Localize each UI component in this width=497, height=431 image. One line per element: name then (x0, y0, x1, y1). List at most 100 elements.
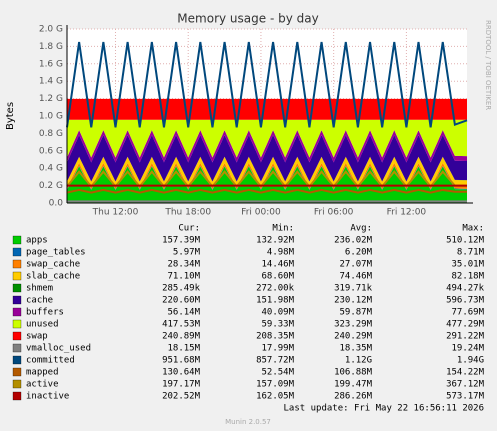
legend-swatch (12, 367, 22, 377)
y-tick-label: 0.0 (49, 199, 64, 209)
area-series (67, 134, 467, 182)
legend-label: shmem (26, 284, 53, 294)
x-tick-label: Thu 12:00 (92, 208, 139, 218)
legend-stat: 857.72M (256, 356, 295, 366)
area-series (67, 156, 467, 188)
legend-stat: 323.29M (334, 320, 373, 330)
legend-stat: 4.98M (267, 248, 295, 258)
legend-stat: 510.12M (446, 236, 485, 246)
chart-title: Memory usage - by day (177, 12, 318, 26)
legend-stat: 59.87M (339, 308, 372, 318)
y-tick-label: 0.4 G (39, 164, 63, 174)
legend-stat: 154.22M (446, 368, 485, 378)
legend-stat: 82.18M (451, 272, 484, 282)
legend-stat: 35.01M (451, 260, 484, 270)
legend-stat: 106.88M (334, 368, 373, 378)
legend-stat: 202.52M (162, 392, 201, 402)
footer: Munin 2.0.57 (225, 418, 271, 426)
area-series (67, 156, 467, 182)
legend-header: Max: (462, 224, 484, 234)
legend-stat: 19.24M (451, 344, 484, 354)
legend-stat: 18.15M (167, 344, 200, 354)
legend-swatch (12, 283, 22, 293)
legend-stat: 28.34M (167, 260, 200, 270)
legend-label: mapped (26, 368, 59, 378)
legend-stat: 197.17M (162, 380, 201, 390)
legend-stat: 77.69M (451, 308, 484, 318)
legend-stat: 40.09M (261, 308, 294, 318)
legend-stat: 236.02M (334, 236, 373, 246)
legend-stat: 59.33M (261, 320, 294, 330)
legend-stat: 1.94G (457, 356, 484, 366)
legend-label: apps (26, 236, 48, 246)
legend-swatch (12, 271, 22, 281)
legend-stat: 573.17M (446, 392, 485, 402)
chart-layer: 0.0 0.2 G 0.4 G 0.6 G 0.8 G 1.0 G 1.2 G 1.4 G 1.… (12, 25, 485, 402)
legend-label: swap (26, 332, 48, 342)
legend-header: Min: (272, 224, 294, 234)
legend-stat: 71.10M (167, 272, 200, 282)
legend-label: unused (26, 320, 59, 330)
legend-swatch (12, 307, 22, 317)
legend-stat: 286.26M (334, 392, 373, 402)
legend-swatch (12, 379, 22, 389)
legend-stat: 319.71k (334, 284, 373, 294)
legend-label: cache (26, 296, 53, 306)
legend-label: active (26, 380, 59, 390)
legend-stat: 285.49k (162, 284, 201, 294)
legend-stat: 596.73M (446, 296, 485, 306)
last-update: Last update: Fri May 22 16:56:11 2026 (284, 404, 484, 414)
legend-header: Avg: (350, 224, 372, 234)
legend-stat: 68.60M (261, 272, 294, 282)
legend-stat: 5.97M (173, 248, 201, 258)
legend-stat: 52.54M (261, 368, 294, 378)
legend-swatch (12, 259, 22, 269)
y-tick-label: 0.6 G (39, 146, 63, 156)
legend-stat: 1.12G (345, 356, 372, 366)
y-tick-label: 1.4 G (39, 77, 63, 87)
line-series (66, 41, 468, 128)
legend-swatch (12, 319, 22, 329)
legend-stat: 8.71M (457, 248, 485, 258)
legend-stat: 18.35M (339, 344, 372, 354)
legend-stat: 240.89M (162, 332, 201, 342)
legend-label: vmalloc_used (26, 344, 91, 354)
area-series (67, 130, 467, 163)
legend-swatch (12, 331, 22, 341)
line-series (66, 170, 468, 189)
legend-stat: 74.46M (339, 272, 372, 282)
legend-swatch (12, 247, 22, 257)
legend-stat: 162.05M (256, 392, 295, 402)
legend-stat: 132.92M (256, 236, 295, 246)
legend-label: committed (26, 356, 75, 366)
legend-swatch (12, 343, 22, 353)
legend-header: Cur: (178, 224, 200, 234)
legend-stat: 27.07M (339, 260, 372, 270)
legend-label: inactive (26, 392, 69, 402)
legend-stat: 417.53M (162, 320, 201, 330)
y-tick-label: 0.2 G (39, 181, 63, 191)
legend-swatch (12, 235, 22, 245)
legend-label: swap_cache (26, 260, 80, 270)
legend-swatch (12, 355, 22, 365)
x-tick-label: Fri 00:00 (241, 208, 281, 218)
legend-stat: 17.99M (261, 344, 294, 354)
line-series (66, 188, 467, 194)
legend-stat: 199.47M (334, 380, 373, 390)
legend-stat: 477.29M (446, 320, 485, 330)
legend-stat: 56.14M (167, 308, 200, 318)
legend-stat: 157.39M (162, 236, 201, 246)
y-tick-label: 1.2 G (39, 94, 63, 104)
legend-label: buffers (26, 308, 64, 318)
legend-swatch (12, 391, 22, 401)
legend-stat: 951.68M (162, 356, 201, 366)
area-series (67, 119, 467, 158)
y-tick-label: 2.0 G (39, 25, 63, 35)
legend-stat: 14.46M (261, 260, 294, 270)
y-tick-label: 1.6 G (39, 59, 63, 69)
x-tick-label: Fri 06:00 (314, 208, 354, 218)
legend-swatch (12, 295, 22, 305)
legend-stat: 130.64M (162, 368, 201, 378)
